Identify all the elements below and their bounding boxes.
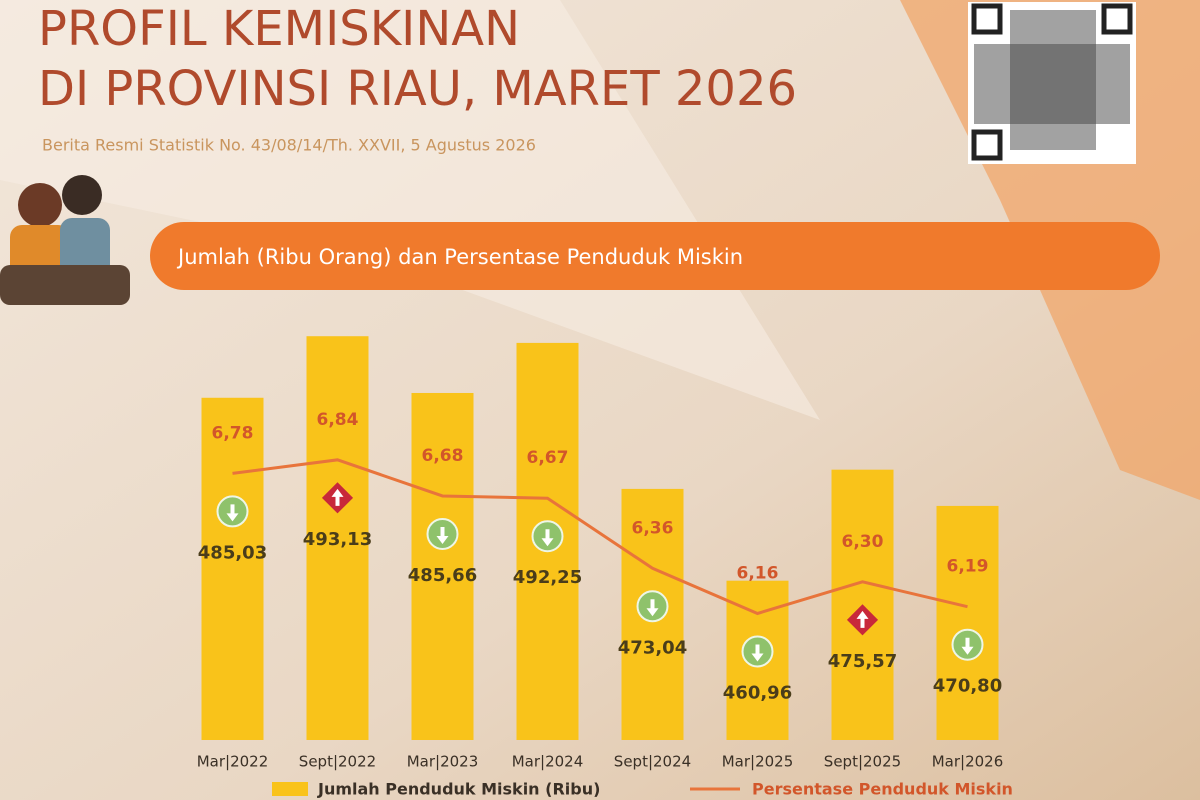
line [232,458,968,616]
x-tick-label: Mar|2022 [197,753,269,771]
bar-value-label: 475,57 [828,651,897,672]
line-value-label: 6,19 [947,557,989,577]
x-tick-label: Mar|2024 [512,753,584,771]
legend-label: Persentase Penduduk Miskin [752,780,1013,799]
trend-icon [531,520,564,553]
bar-value-label: 485,66 [408,565,477,586]
line-value-label: 6,67 [527,448,569,468]
line-value-label: 6,78 [212,423,254,443]
x-tick-label: Sept|2024 [614,753,691,771]
title-line: PROFIL KEMISKINAN [38,1,520,57]
x-tick-label: Mar|2023 [407,753,479,771]
line-value-label: 6,30 [842,532,884,552]
legend-swatch [272,782,308,796]
chart-banner [150,222,1160,290]
trend-arrow [646,599,659,617]
bar-value-label: 473,04 [618,637,687,658]
bar-value-label: 470,80 [933,676,1002,697]
x-tick-label: Sept|2025 [824,753,901,771]
trend-icon [321,482,354,514]
trend-arrow [751,644,764,662]
legend-label: Jumlah Penduduk Miskin (Ribu) [317,780,600,799]
bar-value-label: 493,13 [303,529,372,550]
line-value-label: 6,36 [632,518,674,538]
trend-arrow [961,637,974,655]
trend-icon [216,495,249,528]
x-tick-label: Mar|2026 [932,753,1004,771]
trend-icon [636,590,669,623]
bar-value-label: 485,03 [198,542,267,563]
x-tick-label: Mar|2025 [722,753,794,771]
bar-value-label: 460,96 [723,682,792,703]
bar [411,392,474,740]
title-line: DI PROVINSI RIAU, MARET 2026 [38,61,797,117]
trend-arrow [856,610,869,628]
trend-arrow [541,529,554,547]
x-tick-label: Sept|2022 [299,753,376,771]
decor [0,0,820,420]
qr-code [968,2,1136,164]
trend-arrow [226,504,239,522]
line-value-label: 6,16 [737,563,779,583]
chart-title: Jumlah (Ribu Orang) dan Persentase Pendu… [176,245,743,269]
trend-icon [741,635,774,668]
line-value-label: 6,68 [422,446,464,466]
source: Berita Resmi Statistik No. 43/08/14/Th. … [42,136,536,155]
people-illustration [0,175,130,305]
line-value-label: 6,84 [317,410,359,430]
trend-icon [426,517,459,550]
bar-value-label: 492,25 [513,567,582,588]
bar [306,336,369,740]
trend-icon [951,628,984,661]
bar [936,505,999,740]
trend-arrow [331,488,344,506]
bar [201,397,264,740]
trend-arrow [436,526,449,544]
